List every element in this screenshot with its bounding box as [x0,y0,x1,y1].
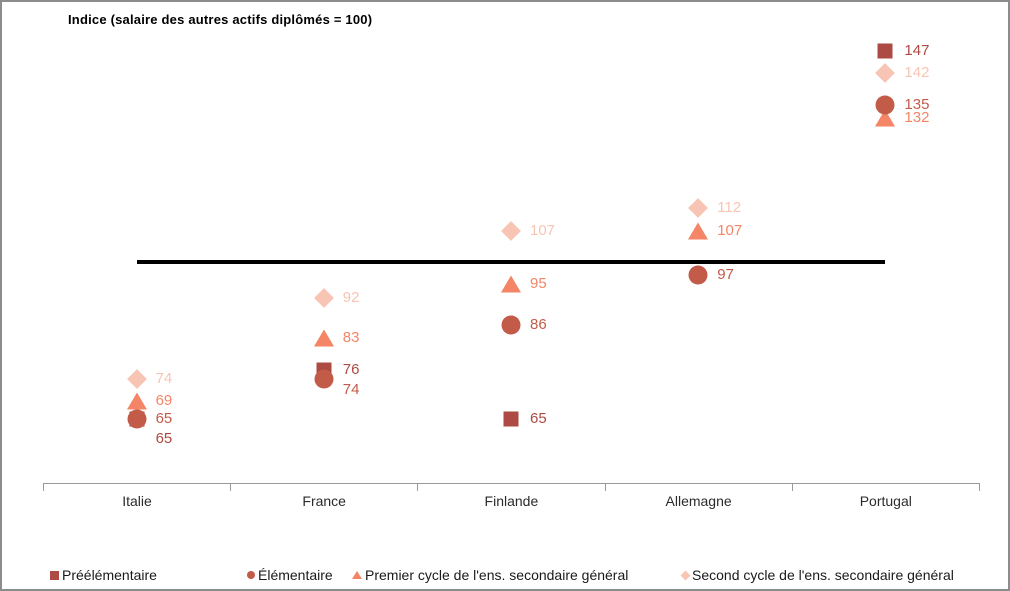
triangle-icon [352,571,362,579]
triangle-marker[interactable] [501,275,521,293]
square-icon [50,570,59,580]
circle-icon [247,571,255,579]
x-axis-tick [791,483,793,491]
legend-label: Second cycle de l'ens. secondaire généra… [692,567,954,583]
data-label: 65 [155,430,173,448]
legend: Préélémentaire Élémentaire Premier cycle d… [2,565,1008,587]
diamond-marker[interactable] [313,288,334,308]
square-marker[interactable] [503,411,519,427]
legend-label: Préélémentaire [62,567,157,583]
data-label: 92 [342,288,360,306]
legend-item-3[interactable]: Premier cycle de l'ens. secondaire génér… [352,565,628,585]
data-label: 65 [530,410,547,428]
legend-label: Élémentaire [258,567,333,583]
x-axis-tick [604,483,606,491]
legend-item-2[interactable]: Élémentaire [247,565,333,585]
triangle-marker[interactable] [875,109,896,127]
data-label: 107 [530,221,556,239]
circle-marker[interactable] [875,95,895,115]
data-label: 74 [155,369,173,387]
circle-marker[interactable] [127,409,147,429]
diamond-marker[interactable] [501,220,521,241]
data-label: 65 [155,410,173,428]
square-marker[interactable] [877,43,893,59]
legend-item-1[interactable]: Préélémentaire [50,565,157,585]
diamond-marker[interactable] [875,63,896,84]
circle-marker[interactable] [314,369,334,389]
data-label: 135 [904,95,930,113]
triangle-marker[interactable] [313,329,334,347]
diamond-marker[interactable] [126,368,147,389]
legend-item-4[interactable]: Second cycle de l'ens. secondaire généra… [680,565,954,585]
data-label: 95 [530,275,547,293]
category-label-allemagne: Allemagne [665,493,732,509]
diamond-icon [680,570,691,580]
chart-title: Indice (salaire des autres actifs diplôm… [68,12,373,27]
category-label-finlande: Finlande [484,493,539,509]
x-axis-tick [230,483,232,491]
data-label: 76 [342,360,360,378]
data-label: 107 [717,221,743,239]
data-label: 69 [155,392,173,410]
data-label: 132 [904,109,930,127]
x-axis-tick [43,483,44,491]
x-axis-line [43,483,979,484]
data-label: 97 [717,266,734,284]
circle-marker[interactable] [501,315,521,335]
data-label: 83 [342,329,360,347]
x-axis-tick [979,483,980,491]
data-label: 112 [717,199,742,217]
triangle-marker[interactable] [688,222,709,240]
category-label-portugal: Portugal [859,493,912,509]
diamond-marker[interactable] [688,198,709,219]
circle-marker[interactable] [688,265,708,285]
x-axis-tick [417,483,419,491]
triangle-marker[interactable] [126,392,147,410]
data-label: 86 [530,315,547,333]
category-label-france: France [302,493,346,509]
data-label: 142 [904,64,930,82]
legend-label: Premier cycle de l'ens. secondaire génér… [365,567,629,583]
data-label: 74 [342,380,360,398]
reference-line-100 [136,260,886,264]
data-label: 147 [904,41,930,59]
category-label-italie: Italie [122,493,152,509]
